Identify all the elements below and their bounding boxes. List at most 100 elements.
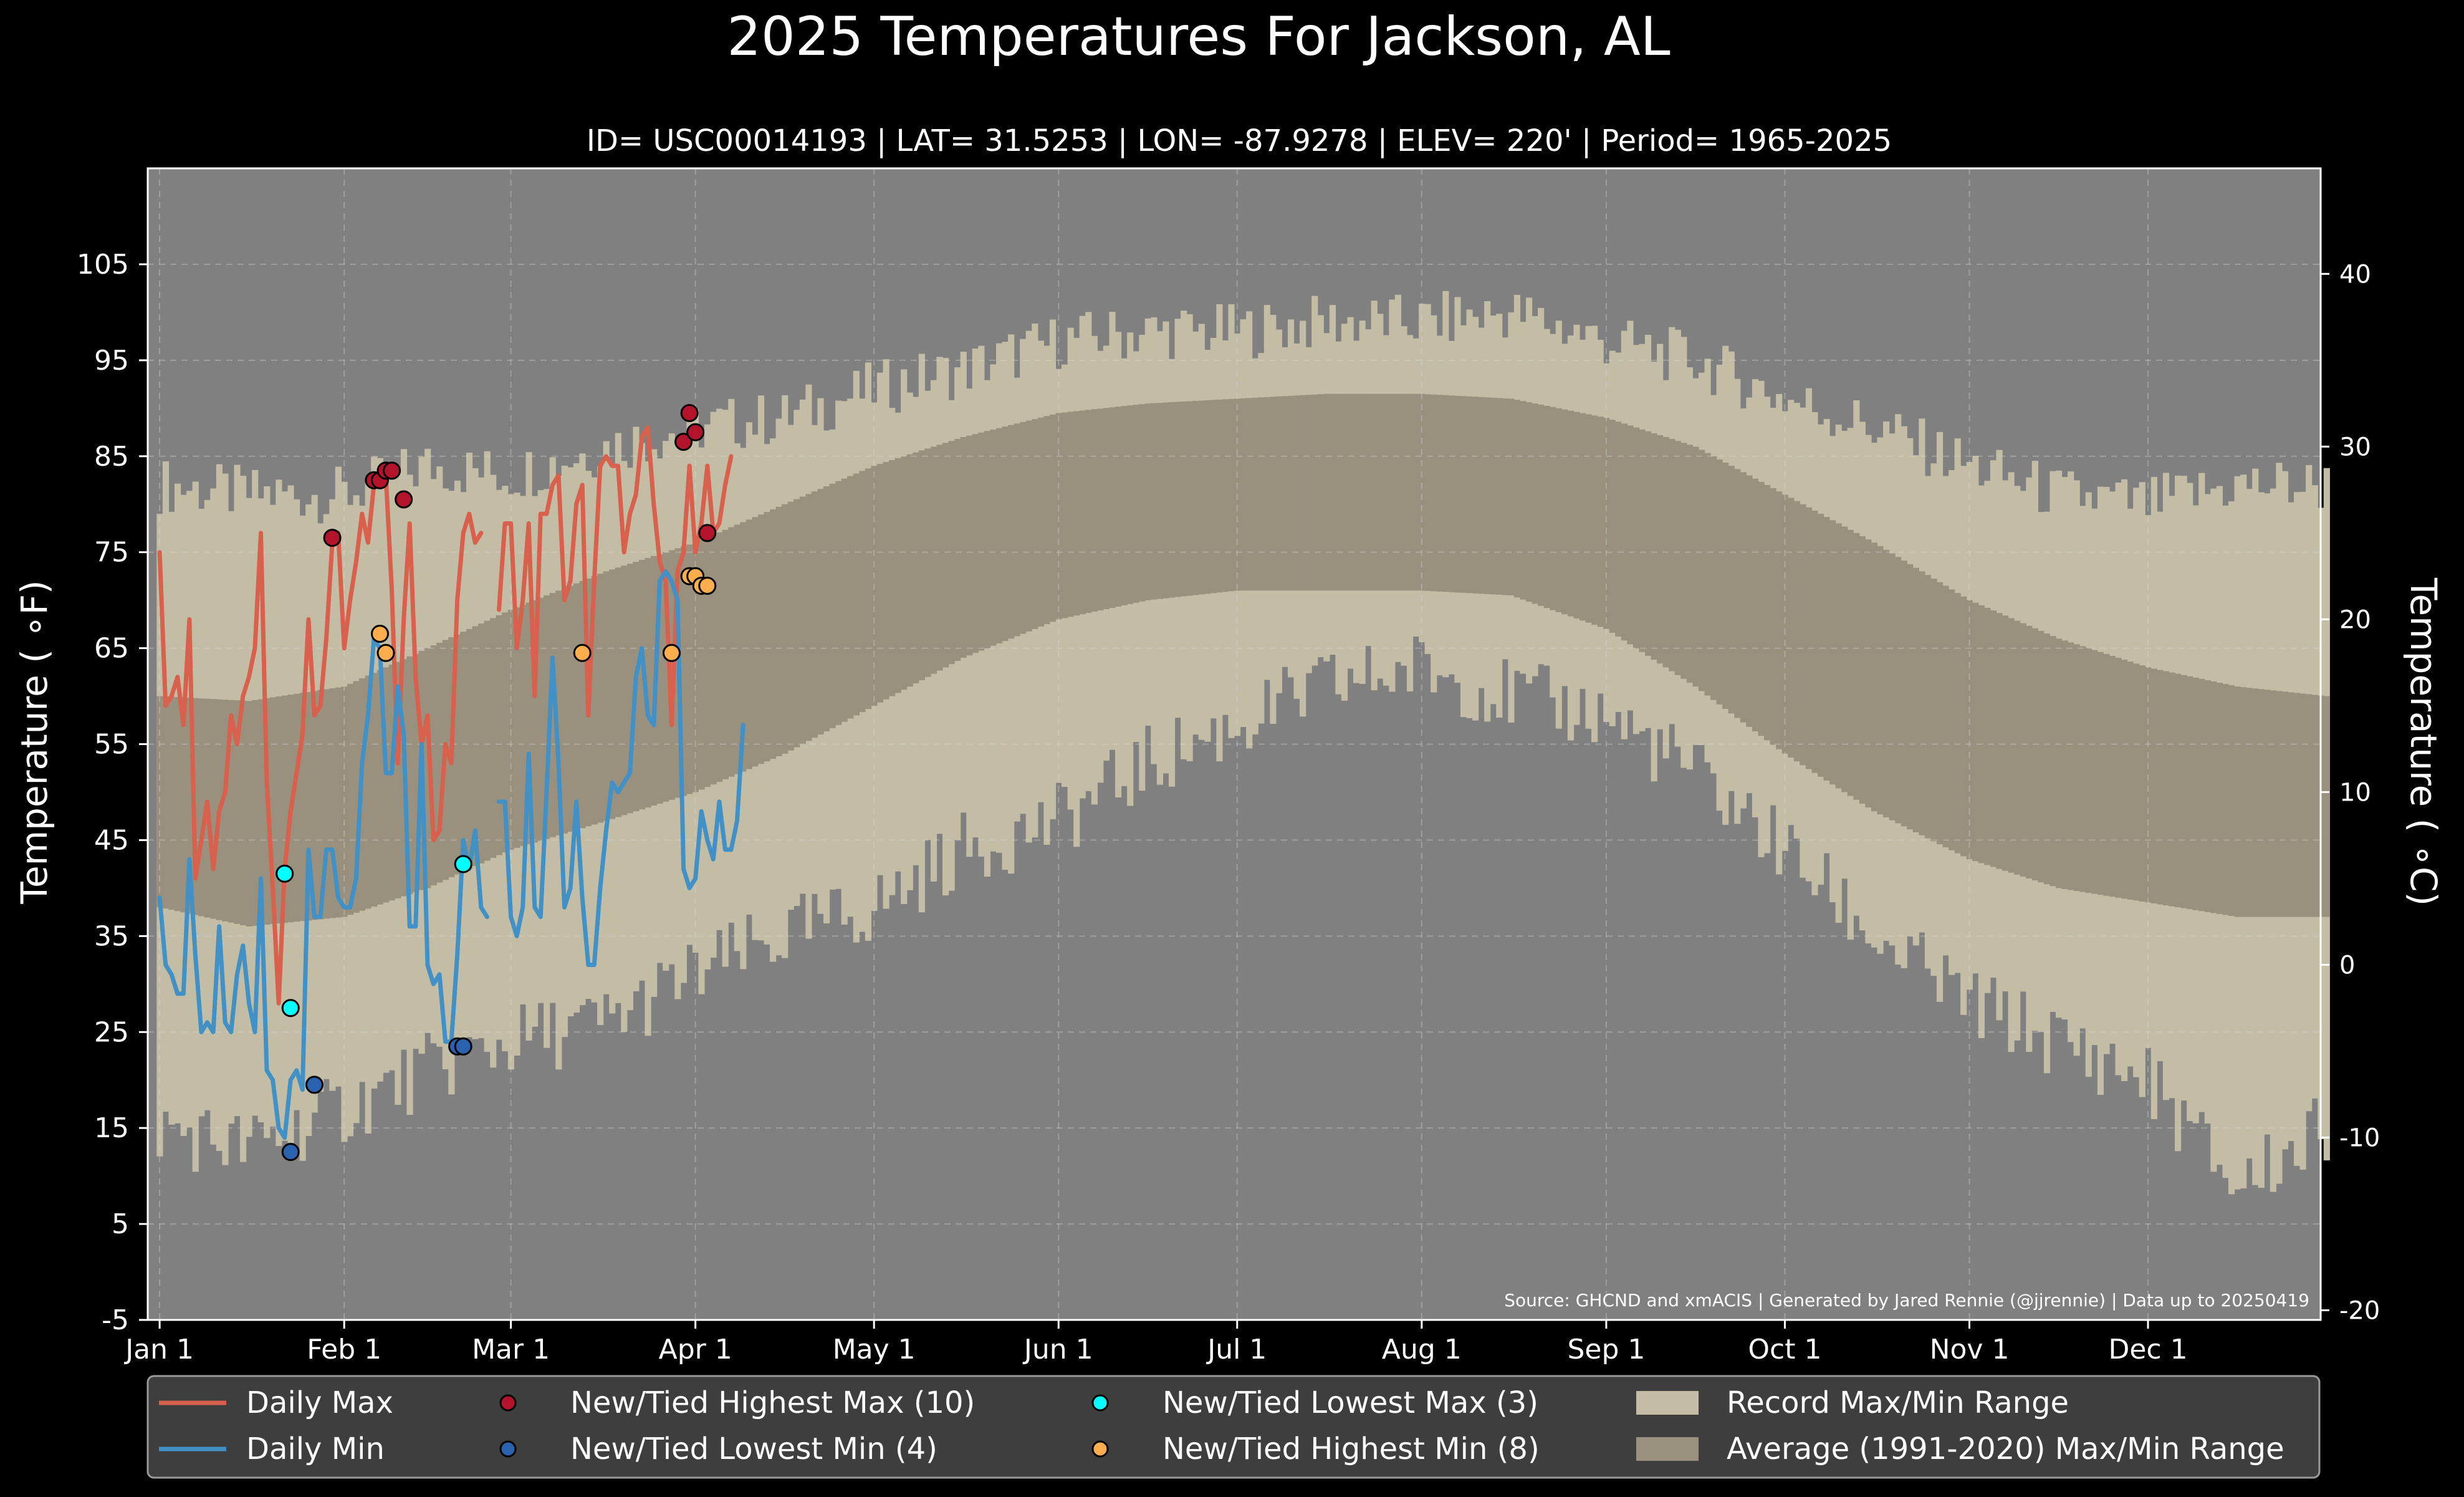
average-range-bar xyxy=(1621,423,1627,641)
average-range-bar xyxy=(1651,433,1657,660)
average-range-bar xyxy=(972,434,979,653)
average-range-bar xyxy=(835,481,842,725)
x-tick-label: Nov 1 xyxy=(1930,1334,2010,1365)
average-range-bar xyxy=(745,519,752,769)
average-range-bar xyxy=(811,491,818,738)
average-range-bar xyxy=(1513,400,1521,598)
y-tick-label-right: 0 xyxy=(2339,951,2355,980)
legend-label: Record Max/Min Range xyxy=(1727,1385,2069,1420)
average-range-bar xyxy=(734,524,741,774)
average-range-bar xyxy=(1740,472,1747,723)
average-range-bar xyxy=(942,443,949,668)
legend-swatch-lowest-min xyxy=(499,1440,517,1458)
y-tick-label-left: 75 xyxy=(94,537,129,569)
average-range-bar xyxy=(1912,567,1919,832)
average-range-bar xyxy=(1567,410,1574,617)
average-range-bar xyxy=(1174,402,1181,597)
average-range-bar xyxy=(1936,582,1944,845)
average-range-bar xyxy=(740,522,747,772)
lowest-min-marker xyxy=(281,1143,300,1162)
average-range-bar xyxy=(1442,395,1449,592)
average-range-bar xyxy=(930,446,937,674)
average-range-bar xyxy=(496,615,502,855)
average-range-bar xyxy=(722,529,729,779)
average-range-bar xyxy=(1746,475,1753,727)
average-range-bar xyxy=(561,588,568,834)
average-range-bar xyxy=(2281,691,2289,917)
average-range-bar xyxy=(1311,394,1318,591)
average-range-bar xyxy=(1049,414,1057,622)
average-range-bar xyxy=(2103,653,2110,896)
average-range-bar xyxy=(1359,393,1366,591)
average-range-bar xyxy=(1889,553,1896,821)
average-range-bar xyxy=(990,429,997,646)
y-tick-label-right: 30 xyxy=(2339,433,2371,461)
average-range-bar xyxy=(2020,623,2026,877)
average-range-bar xyxy=(573,583,580,830)
average-range-bar xyxy=(1341,393,1348,591)
average-range-bar xyxy=(454,634,461,875)
average-range-bar xyxy=(1210,400,1217,594)
average-range-bar xyxy=(1484,397,1491,594)
x-tick-label: Sep 1 xyxy=(1567,1334,1645,1365)
average-range-bar xyxy=(2198,678,2205,912)
average-range-bar xyxy=(1353,393,1360,591)
average-range-bar xyxy=(2192,677,2199,910)
plot-area: Source: GHCND and xmACIS | Generated by … xyxy=(146,167,2330,1321)
average-range-bar xyxy=(198,698,205,917)
average-range-bar xyxy=(537,597,544,841)
average-range-bar xyxy=(460,632,467,872)
average-range-bar xyxy=(1097,408,1104,611)
average-range-bar xyxy=(2323,696,2330,917)
average-range-bar xyxy=(484,620,491,861)
average-range-bar xyxy=(472,626,479,867)
average-range-bar xyxy=(1871,542,1878,812)
average-range-bar xyxy=(1466,396,1473,594)
average-range-bar xyxy=(1674,441,1681,675)
average-range-bar xyxy=(1895,557,1902,824)
average-range-bar xyxy=(2139,665,2145,902)
average-range-bar xyxy=(335,687,342,918)
y-tick-label-left: 55 xyxy=(94,729,129,761)
average-range-bar xyxy=(2008,618,2015,873)
average-range-bar xyxy=(1252,397,1258,591)
average-range-bar xyxy=(1335,393,1342,591)
highest-max-marker xyxy=(674,433,693,451)
average-range-bar xyxy=(1919,571,1925,835)
legend-label: New/Tied Highest Max (10) xyxy=(570,1385,975,1420)
highest-min-marker xyxy=(573,643,592,662)
average-range-bar xyxy=(913,452,919,684)
average-range-bar xyxy=(757,514,765,764)
average-range-bar xyxy=(311,691,318,920)
average-range-bar xyxy=(240,700,247,925)
average-range-bar xyxy=(186,698,193,914)
average-range-bar xyxy=(728,527,735,777)
y-axis-left: -5 5 15 25 35 45 55 65 75 85 95 105 xyxy=(77,249,148,1336)
average-range-bar xyxy=(1025,420,1032,632)
average-range-bar xyxy=(1347,393,1354,591)
average-range-bar xyxy=(174,697,181,912)
average-range-bar xyxy=(645,557,651,808)
chart-subtitle: ID= USC00014193 | LAT= 31.5253 | LON= -8… xyxy=(587,123,1892,158)
average-range-bar xyxy=(269,697,276,925)
average-range-bar xyxy=(1240,398,1247,591)
legend: Daily Max Daily Min New/Tied Highest Max (… xyxy=(146,1375,2321,1479)
average-range-bar xyxy=(1037,417,1044,627)
average-range-bar xyxy=(1924,575,1932,839)
legend-box xyxy=(146,1375,2321,1479)
average-range-bar xyxy=(966,435,973,656)
average-range-bar xyxy=(1103,408,1110,609)
x-tick-label: Jun 1 xyxy=(1022,1334,1093,1365)
average-range-bar xyxy=(1228,398,1235,592)
average-range-bar xyxy=(823,486,830,731)
average-range-bar xyxy=(1204,400,1211,594)
average-range-bar xyxy=(906,454,913,687)
average-range-bar xyxy=(894,458,901,693)
x-tick-label: Dec 1 xyxy=(2108,1334,2187,1365)
chart-title: 2025 Temperatures For Jackson, AL xyxy=(727,6,1670,68)
average-range-bar xyxy=(1085,410,1092,614)
average-range-bar xyxy=(626,564,633,814)
lowest-min-marker xyxy=(454,1037,472,1056)
average-range-bar xyxy=(424,648,431,888)
average-range-bar xyxy=(793,499,800,748)
